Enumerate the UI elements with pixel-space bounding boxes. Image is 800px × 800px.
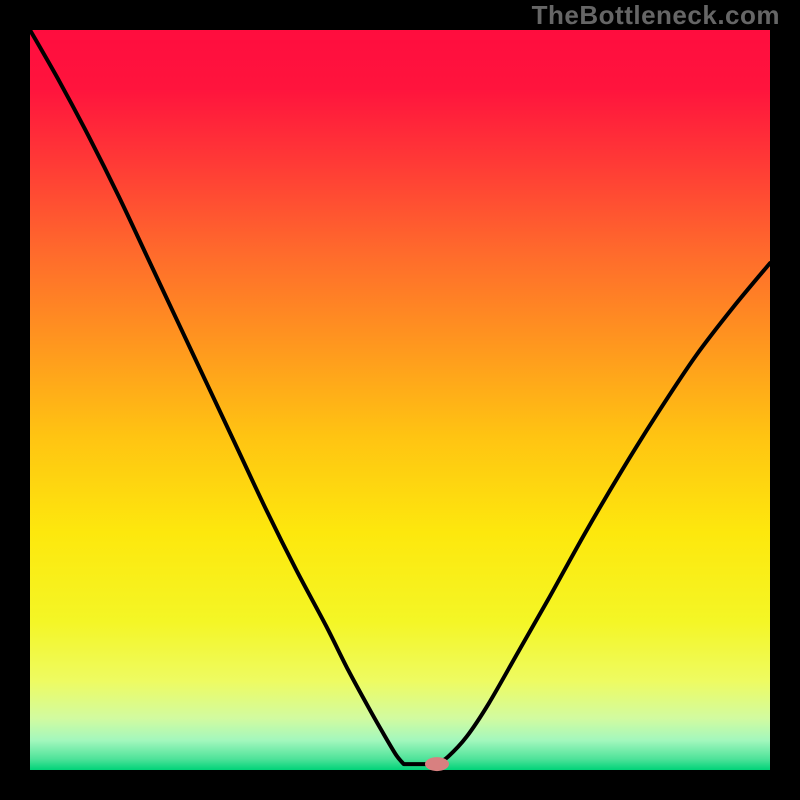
optimal-marker (425, 757, 449, 771)
watermark-text: TheBottleneck.com (532, 0, 780, 31)
bottleneck-curve-chart (0, 0, 800, 800)
chart-container: TheBottleneck.com (0, 0, 800, 800)
plot-background (30, 30, 770, 770)
